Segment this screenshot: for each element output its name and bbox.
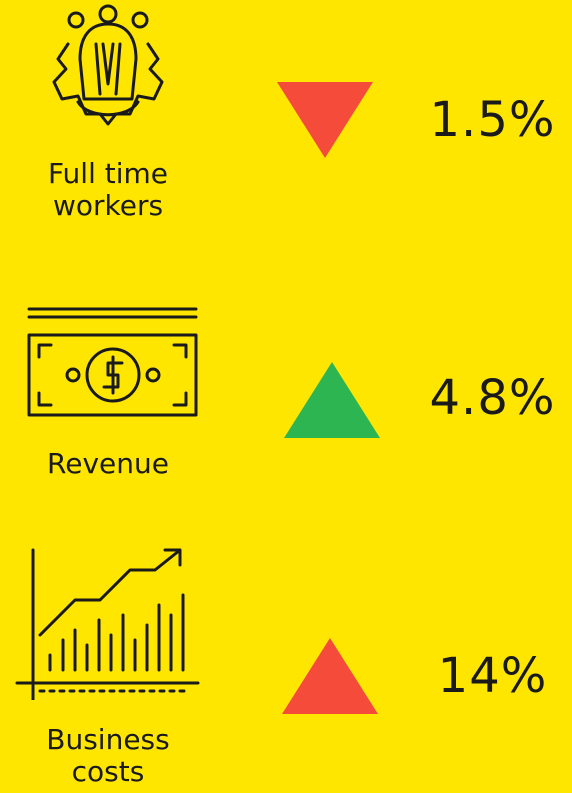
trend-triangle xyxy=(282,638,378,714)
triangle-shape xyxy=(277,82,373,158)
costs-icon xyxy=(15,548,200,700)
item-label: Business costs xyxy=(46,723,170,788)
trend-triangle xyxy=(284,362,380,438)
triangle-shape xyxy=(284,362,380,438)
triangle-shape xyxy=(282,638,378,714)
revenue-icon xyxy=(27,307,198,417)
trend-triangle xyxy=(277,82,373,158)
item-label: Full time workers xyxy=(47,157,169,222)
change-value: 4.8% xyxy=(429,370,556,426)
workers-icon xyxy=(52,4,164,126)
item-label: Revenue xyxy=(47,447,169,480)
change-value: 14% xyxy=(437,648,548,704)
change-value: 1.5% xyxy=(429,92,556,148)
